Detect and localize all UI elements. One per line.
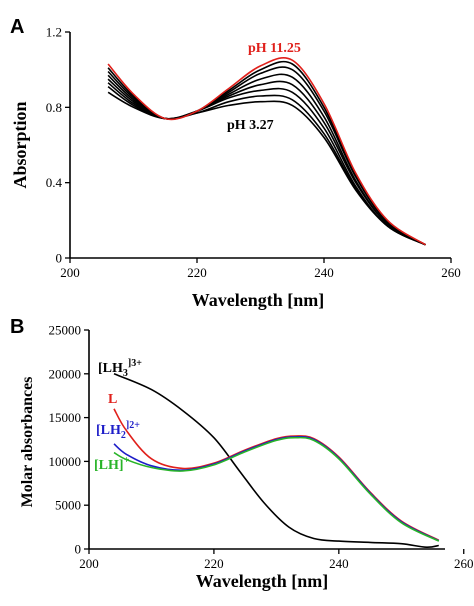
chart-b: B Molar absorbances Wavelength [nm] 200 2… (10, 316, 473, 591)
legend-label-l: L (108, 392, 117, 407)
series-line-b-3 (113, 436, 440, 542)
y-tick-label-b-2: 10000 (49, 454, 82, 469)
series-line-a-3 (107, 78, 426, 246)
y-tick-label-b-5: 25000 (49, 323, 82, 338)
x-tick-label-a-1: 220 (187, 265, 207, 280)
y-tick-label-b-0: 0 (75, 542, 82, 557)
x-axis-label-b: Wavelength [nm] (196, 571, 329, 591)
y-axis-label-a: Absorption (10, 101, 30, 188)
legend-label-lh2: [LH2]2+ (96, 420, 140, 441)
y-axis-label-b: Molar absorbances (19, 377, 36, 508)
series-line-b-0 (113, 373, 439, 549)
y-tick-label-a-1: 0.4 (46, 175, 63, 190)
chart-a: A Absorption Wavelength [nm] 200 220 240 26… (10, 16, 461, 310)
series-line-b-1 (113, 408, 440, 541)
x-axis-label-a: Wavelength [nm] (192, 290, 325, 310)
y-tick-label-a-3: 1.2 (46, 25, 62, 40)
annotation-ph-low: pH 3.27 (227, 118, 274, 133)
y-tick-label-b-4: 20000 (49, 366, 82, 381)
axes-b: 200 220 240 260 0 5000 10000 15000 20000 25000 (49, 323, 474, 572)
series-line-a-7 (107, 57, 427, 246)
annotation-ph-high: pH 11.25 (248, 41, 301, 56)
series-a (107, 57, 427, 246)
x-tick-label-b-2: 240 (329, 556, 349, 571)
panel-label-b: B (10, 316, 24, 338)
x-tick-label-b-1: 220 (204, 556, 224, 571)
series-line-a-4 (107, 73, 426, 246)
x-tick-label-a-0: 200 (60, 265, 80, 280)
series-line-b-2 (113, 435, 440, 542)
series-line-a-1 (107, 85, 426, 246)
series-line-a-2 (107, 82, 426, 246)
axes-a: 200 220 240 260 0 0.4 0.8 1.2 (46, 25, 461, 281)
x-tick-label-b-3: 260 (454, 556, 474, 571)
legend-label-lh3: [LH3]3+ (98, 358, 142, 379)
y-tick-label-a-0: 0 (56, 251, 63, 266)
panel-label-a: A (10, 16, 24, 38)
y-tick-label-b-1: 5000 (55, 498, 81, 513)
series-b (113, 373, 440, 549)
x-tick-label-a-2: 240 (314, 265, 334, 280)
y-tick-label-b-3: 15000 (49, 410, 82, 425)
x-tick-label-a-3: 260 (441, 265, 461, 280)
y-tick-label-a-2: 0.8 (46, 100, 62, 115)
legend-label-lh: [LH]+ (94, 455, 130, 473)
x-tick-label-b-0: 200 (79, 556, 99, 571)
